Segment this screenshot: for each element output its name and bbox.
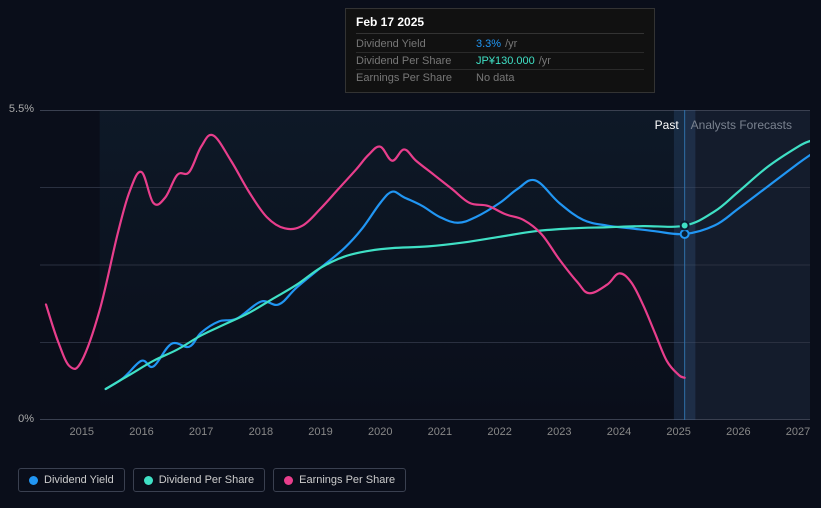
- x-axis-label: 2027: [786, 426, 810, 438]
- legend-item-dividend_yield[interactable]: Dividend Yield: [18, 468, 125, 492]
- x-axis-label: 2026: [726, 426, 750, 438]
- legend-item-earnings_per_share[interactable]: Earnings Per Share: [273, 468, 406, 492]
- chart-legend: Dividend Yield Dividend Per Share Earnings…: [18, 468, 406, 492]
- tooltip-value: No data: [476, 72, 515, 84]
- x-axis-label: 2024: [607, 426, 631, 438]
- x-axis-label: 2022: [487, 426, 511, 438]
- legend-swatch-icon: [284, 476, 293, 485]
- chart-svg: [40, 110, 810, 420]
- phase-label-past: Past: [655, 118, 679, 132]
- tooltip-value: JP¥130.000: [476, 55, 535, 67]
- legend-item-dividend_per_share[interactable]: Dividend Per Share: [133, 468, 265, 492]
- tooltip-row: Earnings Per ShareNo data: [356, 70, 644, 86]
- x-axis-label: 2019: [308, 426, 332, 438]
- tooltip-date: Feb 17 2025: [356, 15, 644, 34]
- x-axis-label: 2017: [189, 426, 213, 438]
- phase-label-forecast: Analysts Forecasts: [691, 118, 792, 132]
- chart-area[interactable]: 5.5%0% 201520162017201820192020202120222…: [40, 110, 810, 420]
- tooltip-value: 3.3%: [476, 38, 501, 50]
- tooltip-row: Dividend Yield3.3% /yr: [356, 36, 644, 53]
- x-axis-label: 2020: [368, 426, 392, 438]
- x-axis-label: 2018: [249, 426, 273, 438]
- chart-tooltip: Feb 17 2025 Dividend Yield3.3%/yrDividen…: [345, 8, 655, 93]
- tooltip-label: Earnings Per Share: [356, 72, 476, 84]
- tooltip-label: Dividend Yield: [356, 38, 476, 50]
- tooltip-row: Dividend Per ShareJP¥130.000/yr: [356, 53, 644, 70]
- y-axis-label: 5.5%: [9, 103, 34, 115]
- marker-dividend_per_share: [681, 222, 689, 230]
- tooltip-label: Dividend Per Share: [356, 55, 476, 67]
- tooltip-unit: /yr: [505, 38, 517, 50]
- y-axis-label: 0%: [18, 413, 34, 425]
- x-axis-label: 2023: [547, 426, 571, 438]
- legend-label: Dividend Yield: [44, 474, 114, 486]
- x-axis-label: 2025: [666, 426, 690, 438]
- x-axis-label: 2015: [70, 426, 94, 438]
- legend-swatch-icon: [29, 476, 38, 485]
- legend-label: Dividend Per Share: [159, 474, 254, 486]
- legend-swatch-icon: [144, 476, 153, 485]
- x-axis-label: 2016: [129, 426, 153, 438]
- legend-label: Earnings Per Share: [299, 474, 395, 486]
- x-axis-label: 2021: [428, 426, 452, 438]
- tooltip-unit: /yr: [539, 55, 551, 67]
- marker-dividend_yield: [681, 230, 689, 238]
